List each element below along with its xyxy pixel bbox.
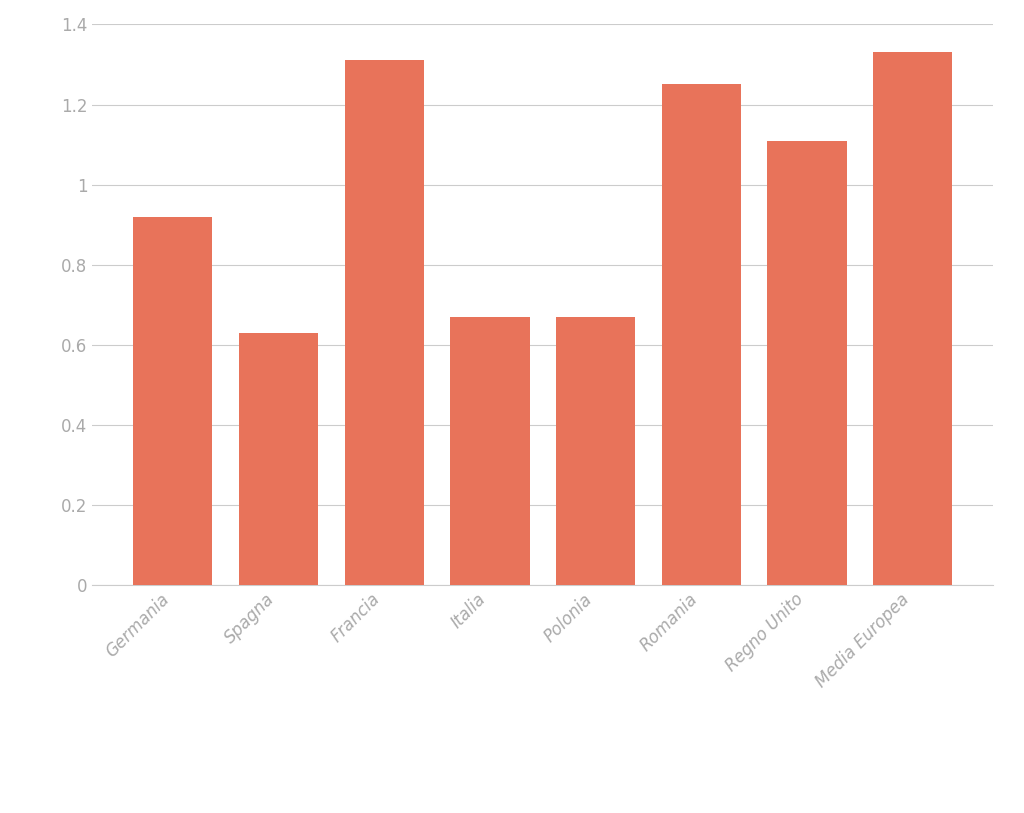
Bar bbox=[133, 217, 212, 585]
Legend: Tasso di omicidio in europa. Anno 2016: Tasso di omicidio in europa. Anno 2016 bbox=[338, 807, 748, 813]
Bar bbox=[662, 85, 741, 585]
Bar bbox=[873, 53, 952, 585]
Bar bbox=[767, 141, 847, 585]
Bar bbox=[451, 317, 529, 585]
Bar bbox=[556, 317, 635, 585]
Bar bbox=[344, 60, 424, 585]
Bar bbox=[239, 333, 318, 585]
